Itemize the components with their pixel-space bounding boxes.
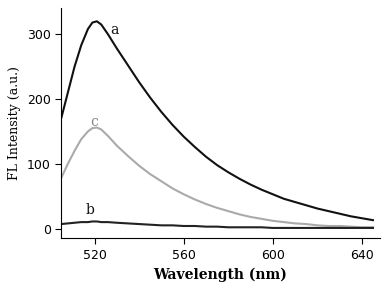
Text: b: b [86, 203, 95, 217]
X-axis label: Wavelength (nm): Wavelength (nm) [154, 267, 288, 282]
Text: a: a [110, 23, 119, 37]
Y-axis label: FL Intensity (a.u.): FL Intensity (a.u.) [8, 66, 21, 180]
Text: c: c [90, 115, 98, 129]
